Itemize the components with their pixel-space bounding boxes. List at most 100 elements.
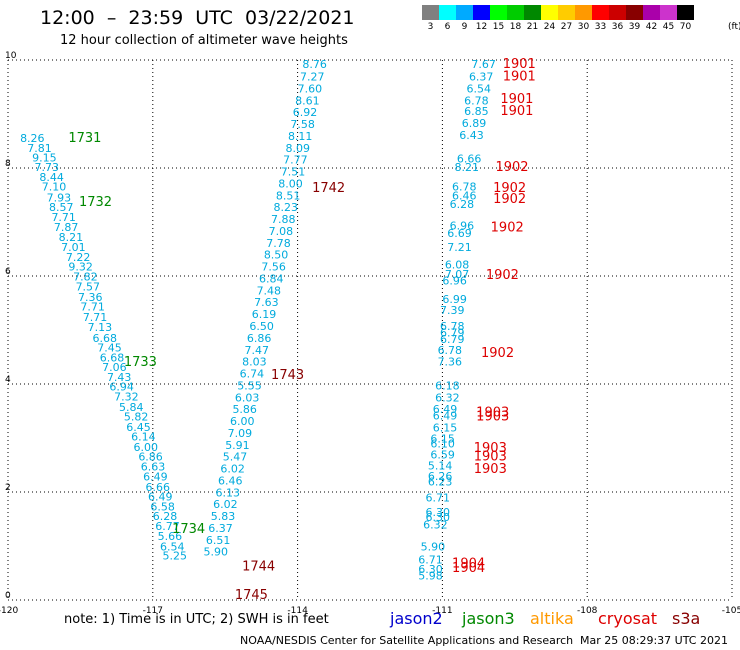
data-point: 6.78 [464, 94, 489, 107]
legend-label: 39 [628, 22, 641, 32]
data-point: 7.27 [300, 71, 325, 84]
data-point: 7.71 [80, 301, 105, 314]
data-point: 7.45 [97, 342, 122, 355]
data-point: 7.67 [471, 58, 496, 71]
data-point: 5.86 [232, 403, 257, 416]
x-tick-label: -114 [287, 606, 308, 616]
data-point: 6.78 [440, 320, 465, 333]
data-point: 6.49 [143, 471, 168, 484]
data-point: 7.73 [35, 161, 60, 174]
y-tick-label: 8 [5, 159, 11, 169]
satellite-jason3: jason3 [462, 609, 515, 628]
legend-swatch [660, 5, 677, 20]
time-label: 1743 [271, 368, 304, 383]
data-point: 7.39 [440, 304, 465, 317]
time-label: 1902 [491, 221, 524, 236]
legend-swatch [609, 5, 626, 20]
y-tick-label: 2 [5, 483, 11, 493]
data-point: 6.32 [423, 519, 448, 532]
data-point: 8.50 [264, 249, 289, 262]
data-point: 6.85 [464, 105, 489, 118]
data-point: 8.44 [39, 171, 64, 184]
data-point: 6.46 [452, 189, 477, 202]
legend-label: 9 [461, 22, 468, 32]
legend-label: 30 [577, 22, 590, 32]
data-point: 7.21 [447, 241, 472, 254]
data-point: 7.06 [102, 361, 127, 374]
source-credit: NOAA/NESDIS Center for Satellite Applica… [240, 634, 574, 647]
satellite-cryosat: cryosat [598, 609, 658, 628]
data-point: 7.01 [61, 241, 86, 254]
data-point: 7.43 [107, 371, 131, 384]
legend-label: 12 [475, 22, 488, 32]
time-label: 1904 [452, 561, 485, 576]
data-point: 6.99 [442, 293, 467, 306]
data-point: 6.08 [445, 258, 470, 271]
data-point: 9.32 [68, 261, 93, 274]
legend-label: 70 [679, 22, 692, 32]
data-point: 5.55 [237, 379, 262, 392]
data-point: 7.32 [114, 391, 139, 404]
x-tick-label: -111 [432, 606, 452, 616]
data-point: 6.00 [230, 415, 255, 428]
data-point: 5.14 [428, 459, 453, 472]
legend-swatch [626, 5, 643, 20]
data-point: 5.25 [162, 550, 187, 563]
generated-timestamp: Mar 25 08:29:37 UTC 2021 [580, 634, 728, 647]
data-point: 6.78 [452, 181, 477, 194]
data-point: 7.60 [298, 82, 323, 95]
legend-swatch [643, 5, 660, 20]
time-label: 1901 [500, 92, 533, 107]
legend-label: 15 [492, 22, 505, 32]
data-point: 7.71 [51, 211, 76, 224]
data-point: 6.79 [440, 333, 465, 346]
time-label: 1902 [481, 346, 514, 361]
data-point: 6.59 [430, 449, 455, 462]
time-label: 1903 [474, 450, 507, 465]
data-point: 6.58 [150, 500, 175, 513]
time-label: 1901 [503, 57, 536, 72]
time-label: 1904 [452, 557, 485, 572]
satellite-s3a: s3a [672, 609, 701, 628]
data-point: 7.63 [254, 296, 279, 309]
data-point: 6.46 [218, 474, 243, 487]
data-point: 7.13 [88, 321, 113, 334]
legend-label: 6 [444, 22, 451, 32]
legend-swatch [507, 5, 524, 20]
time-label: 1901 [503, 70, 536, 85]
legend-swatch [439, 5, 456, 20]
legend-label: 42 [645, 22, 658, 32]
data-point: 7.07 [445, 268, 470, 281]
data-point: 7.36 [438, 356, 463, 369]
data-point: 7.93 [47, 191, 72, 204]
data-point: 6.71 [418, 553, 443, 566]
data-point: 5.90 [421, 540, 446, 553]
legend-label: 3 [427, 22, 434, 32]
y-tick-label: 0 [5, 591, 11, 601]
data-point: 5.82 [124, 411, 149, 424]
x-tick-label: -105 [722, 606, 740, 616]
data-point: 6.03 [235, 391, 260, 404]
data-point: 6.28 [450, 198, 475, 211]
data-point: 6.18 [435, 379, 460, 392]
legend-label: 33 [594, 22, 607, 32]
data-point: 7.77 [283, 154, 308, 167]
time-label: 1903 [476, 405, 509, 420]
legend-swatches [422, 5, 694, 20]
data-point: 6.32 [435, 391, 460, 404]
data-point: 6.54 [467, 82, 492, 95]
data-point: 6.00 [133, 441, 158, 454]
time-label: 1902 [493, 192, 526, 207]
x-tick-label: -117 [143, 606, 163, 616]
data-point: 6.30 [418, 563, 443, 576]
data-point: 6.96 [450, 220, 475, 233]
data-point: 7.47 [245, 344, 269, 357]
legend-labels: 3 6 9 12 15 18 21 24 27 30 33 36 39 42 45 70 [422, 20, 694, 32]
data-point: 8.23 [273, 201, 298, 214]
data-point: 6.71 [426, 492, 451, 505]
data-point: 6.74 [240, 368, 265, 381]
data-point: 8.03 [242, 356, 266, 369]
legend-label: 27 [560, 22, 573, 32]
data-point: 6.68 [92, 332, 117, 345]
